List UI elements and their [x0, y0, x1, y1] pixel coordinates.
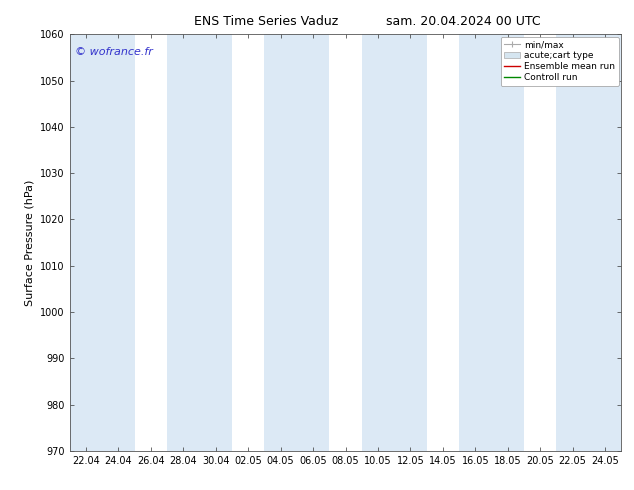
Legend: min/max, acute;cart type, Ensemble mean run, Controll run: min/max, acute;cart type, Ensemble mean …	[500, 37, 619, 86]
Text: ENS Time Series Vaduz: ENS Time Series Vaduz	[194, 15, 339, 28]
Bar	[167, 34, 232, 451]
Bar	[70, 34, 134, 451]
Text: © wofrance.fr: © wofrance.fr	[75, 47, 153, 57]
Bar	[264, 34, 329, 451]
Bar	[362, 34, 427, 451]
Bar	[557, 34, 621, 451]
Y-axis label: Surface Pressure (hPa): Surface Pressure (hPa)	[25, 179, 35, 306]
Text: sam. 20.04.2024 00 UTC: sam. 20.04.2024 00 UTC	[385, 15, 540, 28]
Bar	[459, 34, 524, 451]
